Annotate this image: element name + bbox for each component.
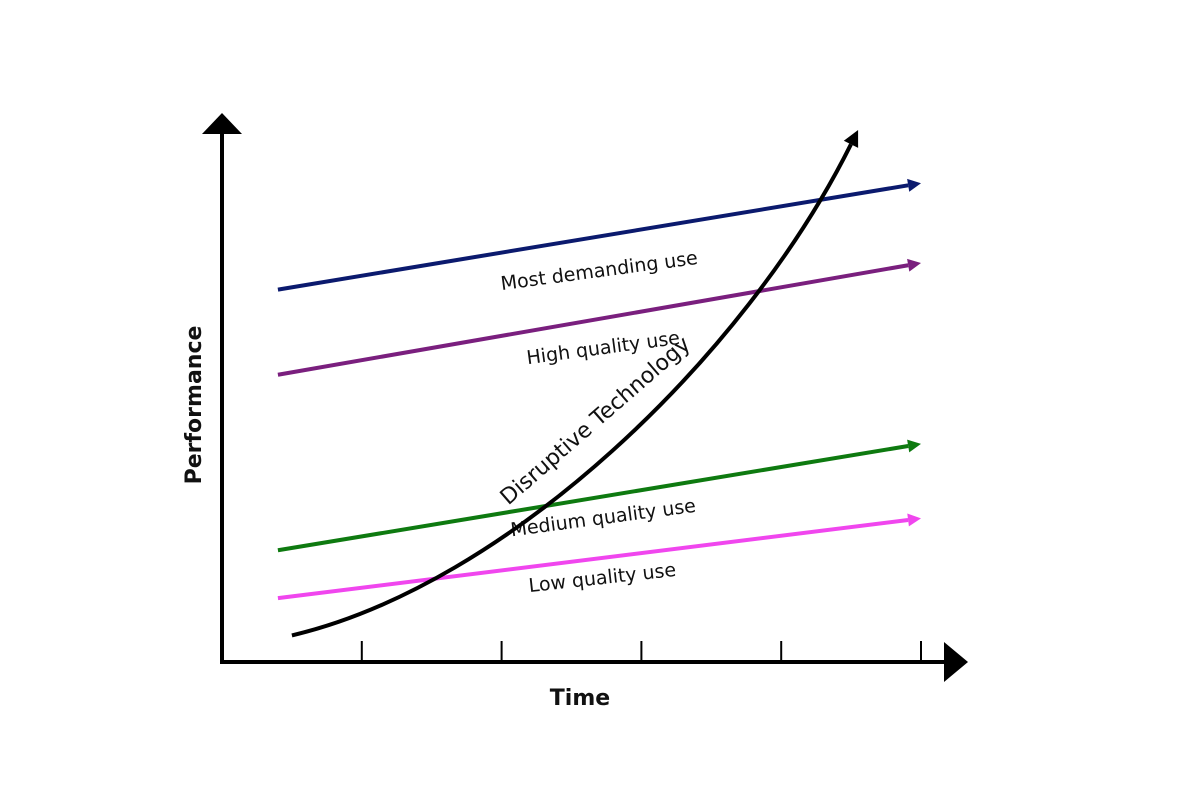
series-line-3 bbox=[277, 517, 909, 601]
y-axis-arrow bbox=[202, 113, 242, 134]
x-axis-title: Time bbox=[550, 686, 610, 711]
x-ticks bbox=[360, 641, 922, 662]
series-arrow-3 bbox=[907, 513, 921, 527]
series-label-medium-quality: Medium quality use bbox=[509, 495, 697, 541]
series-arrow-1 bbox=[907, 258, 921, 272]
series-line-1 bbox=[277, 263, 909, 377]
series-label-most-demanding: Most demanding use bbox=[499, 247, 699, 295]
curve-path bbox=[291, 143, 853, 638]
series-arrow-2 bbox=[907, 439, 921, 453]
x-axis-arrow bbox=[944, 642, 968, 682]
series-lines bbox=[277, 178, 921, 601]
series-arrow-0 bbox=[907, 178, 921, 192]
series-line-0 bbox=[277, 183, 909, 292]
disruptive-curve bbox=[291, 130, 859, 638]
y-axis-title: Performance bbox=[182, 326, 207, 485]
curve-arrow bbox=[843, 130, 859, 148]
series-line-2 bbox=[277, 444, 909, 553]
